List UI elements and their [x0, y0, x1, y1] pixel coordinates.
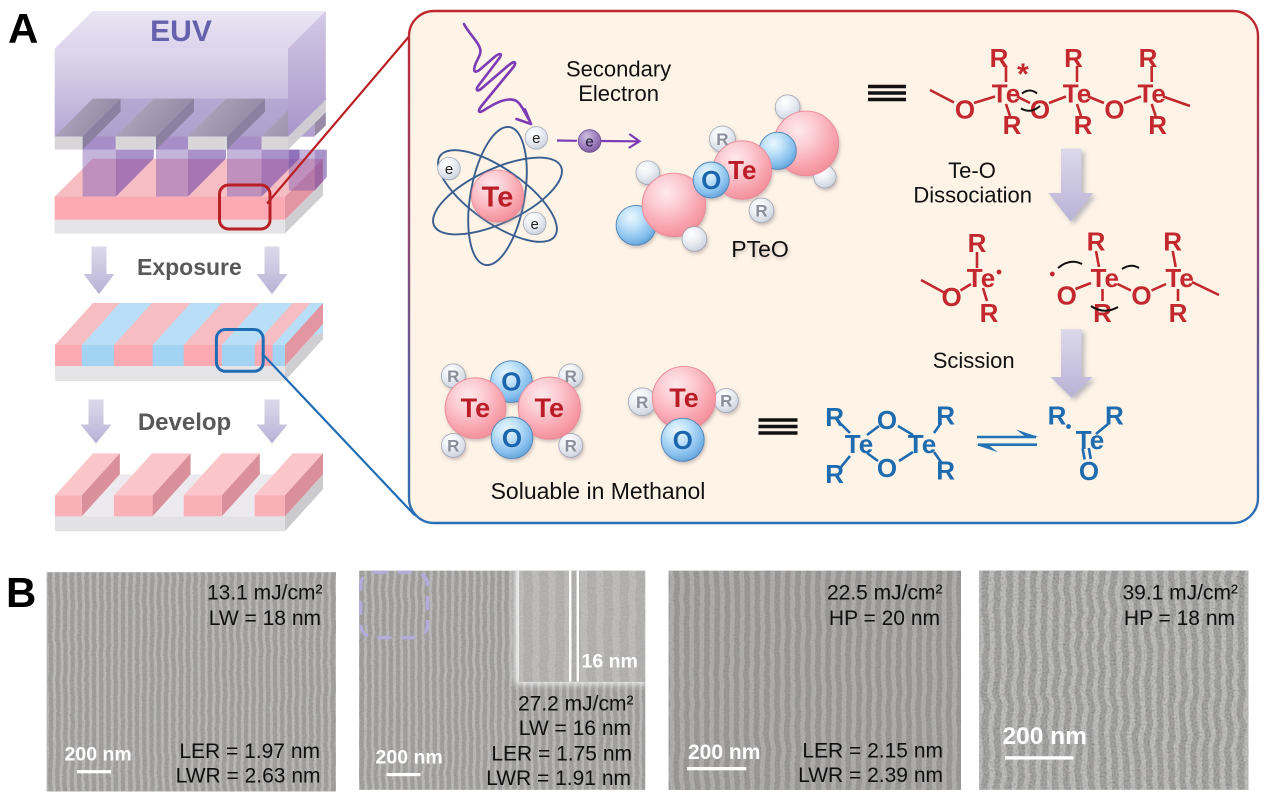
- svg-text:HP = 18 nm: HP = 18 nm: [1124, 607, 1235, 630]
- svg-text:R: R: [447, 437, 459, 456]
- svg-text:LW = 18 nm: LW = 18 nm: [209, 607, 321, 630]
- svg-text:Te: Te: [908, 429, 936, 459]
- svg-text:O: O: [501, 367, 521, 397]
- svg-text:Te: Te: [482, 182, 514, 214]
- svg-text:*: *: [1017, 58, 1029, 91]
- svg-text:Dissociation: Dissociation: [913, 183, 1032, 208]
- svg-text:Te: Te: [728, 155, 756, 185]
- svg-text:Secondary: Secondary: [566, 57, 671, 82]
- svg-text:HP = 20 nm: HP = 20 nm: [829, 607, 940, 630]
- svg-text:R: R: [990, 43, 1009, 73]
- svg-text:O: O: [877, 405, 897, 435]
- svg-text:O: O: [701, 165, 721, 195]
- svg-text:R: R: [825, 459, 844, 489]
- svg-text:EUV: EUV: [150, 15, 212, 48]
- svg-text:O: O: [1131, 281, 1151, 311]
- svg-text:O: O: [955, 95, 975, 125]
- svg-text:Te: Te: [669, 383, 699, 413]
- svg-text:R: R: [1064, 43, 1083, 73]
- svg-text:PTeO: PTeO: [731, 236, 789, 262]
- svg-text:R: R: [636, 393, 648, 412]
- svg-text:Te: Te: [535, 393, 565, 423]
- svg-text:Te: Te: [461, 393, 491, 423]
- svg-text:e: e: [585, 134, 593, 151]
- svg-text:R: R: [1087, 227, 1106, 257]
- svg-text:R: R: [1169, 298, 1188, 328]
- svg-text:R: R: [565, 367, 577, 386]
- svg-text:Te: Te: [992, 79, 1020, 109]
- svg-text:O: O: [941, 282, 961, 312]
- svg-text:Te: Te: [1091, 263, 1119, 293]
- svg-text:R: R: [447, 367, 459, 386]
- svg-text:Te: Te: [1063, 79, 1091, 109]
- svg-text:R: R: [1074, 110, 1093, 140]
- svg-text:LER = 2.15 nm: LER = 2.15 nm: [802, 740, 943, 763]
- svg-text:LW = 16 nm: LW = 16 nm: [519, 717, 631, 740]
- svg-text:Te: Te: [1137, 79, 1165, 109]
- svg-text:Te: Te: [845, 429, 873, 459]
- svg-text:R: R: [1003, 110, 1022, 140]
- svg-text:O: O: [673, 425, 693, 455]
- svg-text:Te: Te: [1076, 425, 1104, 455]
- svg-text:200 nm: 200 nm: [688, 741, 760, 764]
- svg-text:R: R: [1139, 43, 1158, 73]
- svg-text:LWR = 2.63 nm: LWR = 2.63 nm: [176, 765, 321, 788]
- svg-text:LWR = 2.39 nm: LWR = 2.39 nm: [798, 764, 943, 787]
- svg-text:22.5 mJ/cm²: 22.5 mJ/cm²: [827, 581, 943, 604]
- svg-text:O: O: [877, 453, 897, 483]
- svg-text:16 nm: 16 nm: [582, 651, 638, 673]
- svg-text:R: R: [720, 392, 732, 411]
- svg-text:R: R: [825, 402, 844, 432]
- svg-text:Exposure: Exposure: [137, 254, 242, 280]
- svg-text:e: e: [531, 216, 539, 233]
- svg-text:Electron: Electron: [578, 81, 659, 106]
- svg-text:Te: Te: [1165, 263, 1193, 293]
- svg-text:e: e: [445, 161, 453, 178]
- svg-text:O: O: [1079, 456, 1099, 486]
- svg-text:R: R: [1148, 110, 1167, 140]
- svg-text:Te: Te: [967, 263, 995, 293]
- svg-text:R: R: [716, 130, 728, 149]
- svg-text:LWR = 1.91 nm: LWR = 1.91 nm: [486, 767, 631, 790]
- svg-text:R: R: [1048, 401, 1067, 431]
- svg-text:200 nm: 200 nm: [376, 747, 443, 769]
- svg-text:A: A: [8, 5, 38, 52]
- svg-text:Develop: Develop: [138, 409, 231, 436]
- svg-text:B: B: [6, 569, 36, 616]
- svg-text:LER = 1.75 nm: LER = 1.75 nm: [491, 743, 632, 766]
- svg-text:Soluable in Methanol: Soluable in Methanol: [491, 478, 706, 504]
- svg-text:e: e: [532, 130, 540, 147]
- svg-text:R: R: [968, 228, 987, 258]
- svg-text:39.1 mJ/cm²: 39.1 mJ/cm²: [1122, 581, 1238, 604]
- svg-text:R: R: [1163, 227, 1182, 257]
- svg-text:13.1 mJ/cm²: 13.1 mJ/cm²: [207, 581, 323, 604]
- svg-text:200 nm: 200 nm: [1003, 723, 1087, 750]
- svg-text:R: R: [755, 201, 767, 220]
- svg-text:27.2 mJ/cm²: 27.2 mJ/cm²: [518, 692, 634, 715]
- svg-text:O: O: [1057, 281, 1077, 311]
- svg-text:R: R: [980, 298, 999, 328]
- svg-text:200 nm: 200 nm: [65, 744, 132, 766]
- svg-text:R: R: [1093, 298, 1112, 328]
- svg-text:R: R: [565, 437, 577, 456]
- svg-text:LER = 1.97 nm: LER = 1.97 nm: [179, 740, 320, 763]
- svg-text:Te-O: Te-O: [948, 158, 996, 183]
- svg-text:R: R: [1105, 401, 1124, 431]
- svg-text:O: O: [1104, 95, 1124, 125]
- svg-text:R: R: [936, 455, 955, 485]
- svg-text:R: R: [936, 401, 955, 431]
- svg-text:Scission: Scission: [933, 348, 1015, 373]
- svg-text:O: O: [502, 423, 522, 453]
